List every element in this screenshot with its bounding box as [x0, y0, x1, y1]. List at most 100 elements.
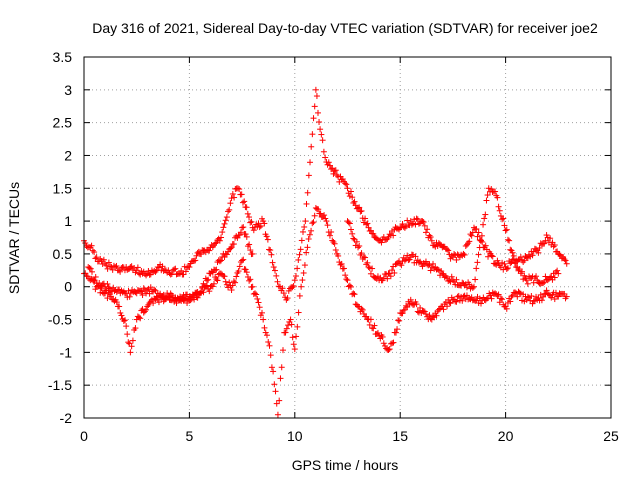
data-point-track-a — [244, 210, 251, 217]
data-point-track-a — [225, 208, 232, 215]
data-point-track-b — [322, 215, 329, 222]
data-point-track-c — [137, 287, 144, 294]
data-point-track-a — [212, 240, 219, 247]
data-point-track-b — [120, 317, 127, 324]
data-point-track-c — [475, 251, 482, 258]
data-point-track-a — [309, 131, 316, 138]
data-point-track-a — [308, 143, 315, 150]
data-point-track-a — [316, 118, 323, 125]
data-point-track-b — [206, 288, 213, 295]
data-point-track-b — [463, 292, 470, 299]
data-point-track-b — [261, 324, 268, 331]
data-point-track-a — [399, 220, 406, 227]
data-point-track-b — [283, 325, 290, 332]
data-point-track-b — [468, 294, 475, 301]
data-point-track-c — [110, 284, 117, 291]
data-point-track-b — [118, 312, 125, 319]
data-point-track-a — [145, 268, 152, 275]
data-point-track-b — [137, 315, 144, 322]
data-point-track-b — [562, 295, 569, 302]
data-point-track-c — [501, 222, 508, 229]
data-point-track-b — [426, 312, 433, 319]
data-point-track-b — [210, 280, 217, 287]
data-point-track-c — [504, 236, 511, 243]
data-point-track-c — [448, 273, 455, 280]
data-point-track-c — [506, 237, 513, 244]
data-point-track-b — [404, 304, 411, 311]
data-point-track-a — [256, 224, 263, 231]
data-point-track-a — [270, 264, 277, 271]
data-point-track-a — [319, 137, 326, 144]
data-point-track-c — [482, 211, 489, 218]
y-tick-label: -1.5 — [48, 377, 72, 393]
data-point-track-c — [417, 258, 424, 265]
data-point-track-c — [201, 283, 208, 290]
data-point-track-a — [318, 131, 325, 138]
data-point-track-a — [172, 265, 179, 272]
data-point-track-a — [238, 191, 245, 198]
data-point-track-a — [298, 237, 305, 244]
axis-ticks: 0 5 10 15 20 25 -2 -1.5 -1 -0.5 0 0.5 1 1.5 2 2.5 3 3.5 — [48, 49, 619, 444]
data-point-track-c — [237, 229, 244, 236]
data-point-track-b — [489, 289, 496, 296]
data-point-track-a — [178, 267, 185, 274]
data-point-track-c — [434, 266, 441, 273]
data-point-track-c — [485, 185, 492, 192]
y-tick-label: 0.5 — [53, 246, 73, 262]
data-point-track-a — [99, 260, 106, 267]
y-tick-label: 3.5 — [53, 49, 73, 65]
data-point-track-a — [447, 255, 454, 262]
data-point-track-c — [86, 264, 93, 271]
data-point-track-b — [459, 297, 466, 304]
data-point-track-b — [429, 313, 436, 320]
data-point-track-b — [152, 296, 159, 303]
data-point-track-a — [241, 198, 248, 205]
data-point-track-a — [222, 217, 229, 224]
data-point-track-b — [121, 317, 128, 324]
data-point-track-c — [480, 221, 487, 228]
data-point-track-b — [256, 304, 263, 311]
data-point-track-c — [427, 267, 434, 274]
data-point-track-b — [324, 222, 331, 229]
data-point-track-a — [295, 256, 302, 263]
data-point-track-c — [225, 248, 232, 255]
data-point-track-c — [507, 246, 514, 253]
data-point-track-b — [311, 212, 318, 219]
data-point-track-b — [291, 346, 298, 353]
data-point-track-c — [173, 297, 180, 304]
data-point-track-a — [231, 194, 238, 201]
data-point-track-a — [503, 265, 510, 272]
data-point-track-b — [348, 283, 355, 290]
data-point-track-b — [290, 341, 297, 348]
data-point-track-b — [394, 326, 401, 333]
data-point-track-b — [538, 297, 545, 304]
data-point-track-a — [461, 251, 468, 258]
data-point-track-b — [82, 270, 89, 277]
data-point-track-a — [303, 200, 310, 207]
data-point-track-b — [116, 303, 123, 310]
data-point-track-b — [379, 333, 386, 340]
plot-frame — [83, 56, 612, 419]
data-point-track-a — [301, 223, 308, 230]
data-point-track-b — [323, 218, 330, 225]
data-point-track-a — [421, 222, 428, 229]
data-point-track-a — [562, 257, 569, 264]
data-point-track-a — [233, 185, 240, 192]
data-point-track-a — [344, 185, 351, 192]
data-point-track-b — [282, 329, 289, 336]
x-tick-label: 25 — [603, 428, 619, 444]
data-point-track-c — [406, 256, 413, 263]
data-point-track-c — [469, 284, 476, 291]
data-point-track-a — [83, 243, 90, 250]
data-point-track-b — [337, 261, 344, 268]
data-point-track-a — [444, 246, 451, 253]
data-point-track-a — [117, 268, 124, 275]
data-point-track-a — [274, 278, 281, 285]
data-point-track-a — [246, 214, 253, 221]
data-point-track-b — [293, 333, 300, 340]
y-tick-label: 0 — [64, 279, 72, 295]
data-point-track-a — [343, 181, 350, 188]
data-point-track-a — [415, 220, 422, 227]
data-point-track-c — [509, 249, 516, 256]
data-point-track-c — [187, 297, 194, 304]
